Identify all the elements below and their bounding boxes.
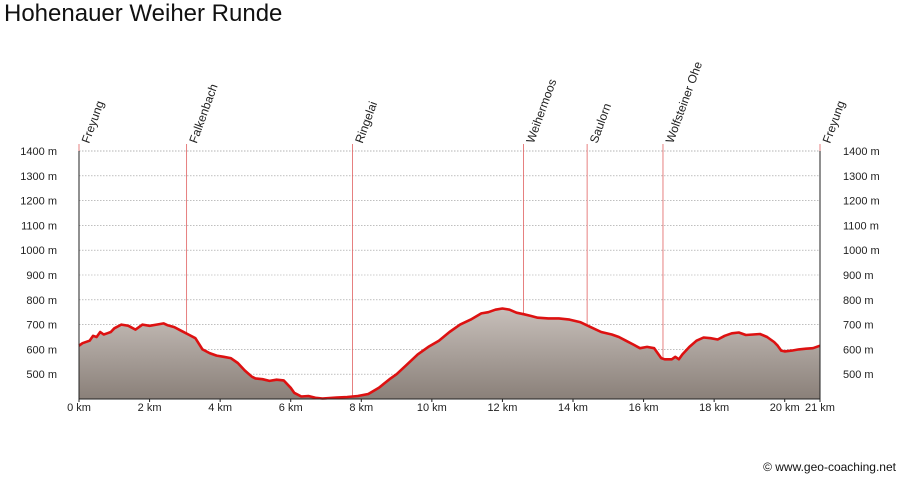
waypoint-label: Freyung	[79, 99, 107, 145]
y-tick-label-left: 1200 m	[20, 196, 57, 208]
x-tick-label: 16 km	[629, 402, 659, 414]
tick-labels: 500 m 500 m 600 m 600 m 700 m 700 m 800 m 800 m…	[20, 146, 879, 414]
chart-title: Hohenauer Weiher Runde	[4, 0, 283, 27]
y-tick-label-right: 800 m	[843, 295, 874, 307]
y-tick-label-left: 800 m	[26, 295, 57, 307]
waypoint-label: Falkenbach	[186, 82, 220, 145]
y-tick-label-right: 1300 m	[843, 171, 880, 183]
y-tick-label-right: 1400 m	[843, 146, 880, 158]
waypoint-label: Freyung	[820, 99, 848, 145]
waypoint-label: Weihermoos	[523, 77, 559, 145]
y-tick-label-right: 700 m	[843, 320, 874, 332]
elevation-line	[78, 307, 821, 400]
y-tick-label-left: 500 m	[26, 369, 57, 381]
x-tick-label: 2 km	[138, 402, 162, 414]
y-tick-label-left: 1400 m	[20, 146, 57, 158]
x-tick-label: 14 km	[558, 402, 588, 414]
x-tick-label: 6 km	[279, 402, 303, 414]
axes	[78, 151, 821, 402]
x-tick-label: 12 km	[487, 402, 517, 414]
x-tick-label: 18 km	[699, 402, 729, 414]
y-tick-label-right: 1100 m	[843, 220, 879, 232]
y-tick-label-left: 900 m	[26, 270, 57, 282]
y-tick-label-left: 1300 m	[20, 171, 57, 183]
x-tick-label: 4 km	[208, 402, 232, 414]
x-tick-label: 0 km	[67, 402, 91, 414]
y-tick-label-right: 1200 m	[843, 196, 880, 208]
x-tick-label: 8 km	[349, 402, 373, 414]
copyright-notice: © www.geo-coaching.net	[763, 460, 896, 474]
y-tick-label-left: 700 m	[26, 320, 57, 332]
y-tick-label-right: 900 m	[843, 270, 874, 282]
x-tick-label: 21 km	[805, 402, 835, 414]
y-tick-label-left: 600 m	[26, 344, 57, 356]
x-tick-label: 20 km	[770, 402, 800, 414]
elevation-area	[79, 308, 820, 399]
y-tick-label-left: 1100 m	[21, 220, 57, 232]
x-tick-label: 10 km	[417, 402, 447, 414]
waypoint-label: Saulorn	[587, 101, 614, 145]
y-tick-label-right: 600 m	[843, 344, 874, 356]
y-tick-label-right: 1000 m	[843, 245, 880, 257]
waypoint-label: Wolfsteiner Ohe	[663, 59, 706, 145]
y-tick-label-left: 1000 m	[20, 245, 57, 257]
y-tick-label-right: 500 m	[843, 369, 874, 381]
waypoint-label: Ringelai	[352, 99, 380, 145]
